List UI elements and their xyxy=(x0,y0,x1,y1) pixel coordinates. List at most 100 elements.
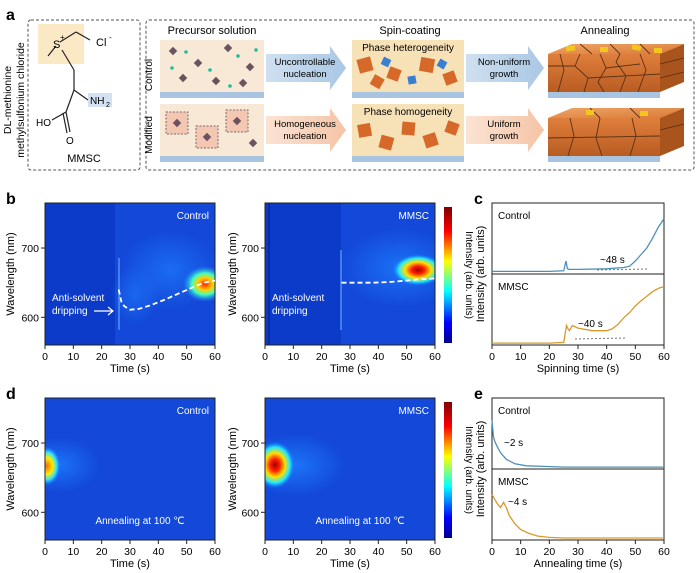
amine-highlight xyxy=(88,93,112,107)
control-arrow-1 xyxy=(266,46,346,90)
control-arrow-2-line2: growth xyxy=(490,69,519,80)
control-arrow-2 xyxy=(466,46,544,90)
e-xtick-label-10: 10 xyxy=(515,546,527,558)
b2-xtick-label-60: 60 xyxy=(429,351,441,363)
b1-xtick-label-50: 50 xyxy=(181,351,193,363)
d1-xtick-label-20: 20 xyxy=(96,546,108,558)
modified-spin-coating: Phase homogeneity xyxy=(352,104,464,162)
map-d2-label: MMSC xyxy=(398,406,429,417)
chem-s-plus: + xyxy=(60,33,65,42)
axis-ticks: 0 10 20 30 40 50 60 600 700 0 10 20 30 40 50 60 600 700 0 1… xyxy=(21,243,670,558)
d1-xtick-label-10: 10 xyxy=(67,546,79,558)
d2-xtick-label-60: 60 xyxy=(429,546,441,558)
d2-ytick-label-600: 600 xyxy=(241,507,259,519)
series-c0-annotation: ~48 s xyxy=(600,255,625,266)
substrate xyxy=(352,92,464,98)
c-xtick-label-0: 0 xyxy=(489,351,495,363)
chem-cl: Cl xyxy=(96,37,106,49)
panel-d: Control Annealing at 100 ℃ MMSC Annealin… xyxy=(44,397,474,541)
series-e1-name: MMSC xyxy=(498,477,529,488)
control-precursor-solution xyxy=(160,40,264,98)
line-control xyxy=(492,218,665,273)
d2-xtick-label-50: 50 xyxy=(401,546,413,558)
chem-cl-charge: - xyxy=(109,33,112,42)
stage-title-precursor: Precursor solution xyxy=(168,25,257,37)
map-b1-label: Control xyxy=(177,211,209,222)
b2-xtick-label-30: 30 xyxy=(344,351,356,363)
panel-e: Control MMSC ~2 s ~4 s Intensity (arb. u… xyxy=(475,397,665,541)
line-mmsc xyxy=(492,285,665,344)
panel-label-a: a xyxy=(6,7,15,24)
onset-guide-mmsc xyxy=(574,337,626,340)
control-phase-text: Phase heterogeneity xyxy=(362,43,454,54)
chem-ho: HO xyxy=(36,118,51,129)
molecule-box xyxy=(27,19,141,171)
b2-ytick-label-700: 700 xyxy=(241,243,259,255)
c-xtick-label-30: 30 xyxy=(572,351,584,363)
b2-xtick-label-20: 20 xyxy=(316,351,328,363)
series-e0-annotation: ~2 s xyxy=(504,438,523,449)
compound-name-line2: methylsulfonium chloride xyxy=(15,42,27,158)
dripping-arrow xyxy=(94,306,114,316)
c-xtick-label-50: 50 xyxy=(629,351,641,363)
e-xtick-label-0: 0 xyxy=(489,546,495,558)
d2-xtick-label-10: 10 xyxy=(287,546,299,558)
b1-xtick-label-60: 60 xyxy=(209,351,221,363)
d2-ytick-label-700: 700 xyxy=(241,438,259,450)
b2-xtick-label-10: 10 xyxy=(287,351,299,363)
map-b2-annotation-line1: Anti-solvent xyxy=(272,293,324,304)
e-xtick-label-40: 40 xyxy=(601,546,613,558)
b1-ytick-label-700: 700 xyxy=(21,243,39,255)
colorbar-b xyxy=(444,207,452,343)
d1-xtick-label-40: 40 xyxy=(152,546,164,558)
b2-ytick-label-600: 600 xyxy=(241,312,259,324)
series-c1-annotation: ~40 s xyxy=(578,319,603,330)
c-ylabel: Intensity (arb. units) xyxy=(475,226,487,323)
peak-trace-mmsc xyxy=(341,277,436,284)
heatmap-d-mmsc xyxy=(265,398,435,540)
compound-abbrev: MMSC xyxy=(67,153,101,165)
chem-o: O xyxy=(66,136,74,147)
c-xtick-label-20: 20 xyxy=(543,351,555,363)
e-ylabel: Intensity (arb. units) xyxy=(475,421,487,518)
e-xtick-label-20: 20 xyxy=(543,546,555,558)
colorbar-d xyxy=(444,402,452,538)
panel-label-c: c xyxy=(474,191,483,208)
c-xlabel: Spinning time (s) xyxy=(537,363,620,375)
modified-annealed-film xyxy=(547,107,685,162)
e-xtick-label-60: 60 xyxy=(658,546,670,558)
colorbar-d-label: Intensity (arb. units) xyxy=(463,426,474,514)
series-e0-name: Control xyxy=(498,406,530,417)
row-label-control: Control xyxy=(144,59,155,91)
panel-label-d: d xyxy=(6,386,16,403)
panel-c: Control MMSC ~48 s ~40 s Intensity (arb.… xyxy=(475,202,665,346)
d1-xlabel: Time (s) xyxy=(110,558,150,570)
modified-arrow-2 xyxy=(466,108,544,152)
sulfonium-highlight xyxy=(38,24,84,64)
map-d1-annotation: Annealing at 100 ℃ xyxy=(95,516,184,527)
panel-label-b: b xyxy=(6,191,16,208)
line-control xyxy=(491,420,664,468)
b2-xtick-label-0: 0 xyxy=(262,351,268,363)
heatmap-b-mmsc xyxy=(265,203,435,345)
c-xtick-label-40: 40 xyxy=(601,351,613,363)
control-spin-coating: Phase heterogeneity xyxy=(352,40,464,98)
d2-xtick-label-40: 40 xyxy=(372,546,384,558)
modified-arrow-2-line1: Uniform xyxy=(487,119,520,130)
d2-xtick-label-20: 20 xyxy=(316,546,328,558)
panel-a: DL-methionine methylsulfonium chloride S… xyxy=(2,19,695,171)
b1-ylabel: Wavelength (nm) xyxy=(5,232,17,315)
b1-xtick-label-40: 40 xyxy=(152,351,164,363)
b1-ytick-label-600: 600 xyxy=(21,312,39,324)
series-c1-name: MMSC xyxy=(498,282,529,293)
heatmap-b-control xyxy=(45,203,215,345)
map-b2-annotation-line2: dripping xyxy=(272,306,308,317)
line-mmsc xyxy=(491,494,664,539)
row-label-modified: Modified xyxy=(144,116,155,154)
series-c0-name: Control xyxy=(498,211,530,222)
mmsc-structure xyxy=(38,24,112,134)
chem-nh: NH xyxy=(90,96,104,107)
b2-xlabel: Time (s) xyxy=(330,363,370,375)
e-xtick-label-50: 50 xyxy=(629,546,641,558)
